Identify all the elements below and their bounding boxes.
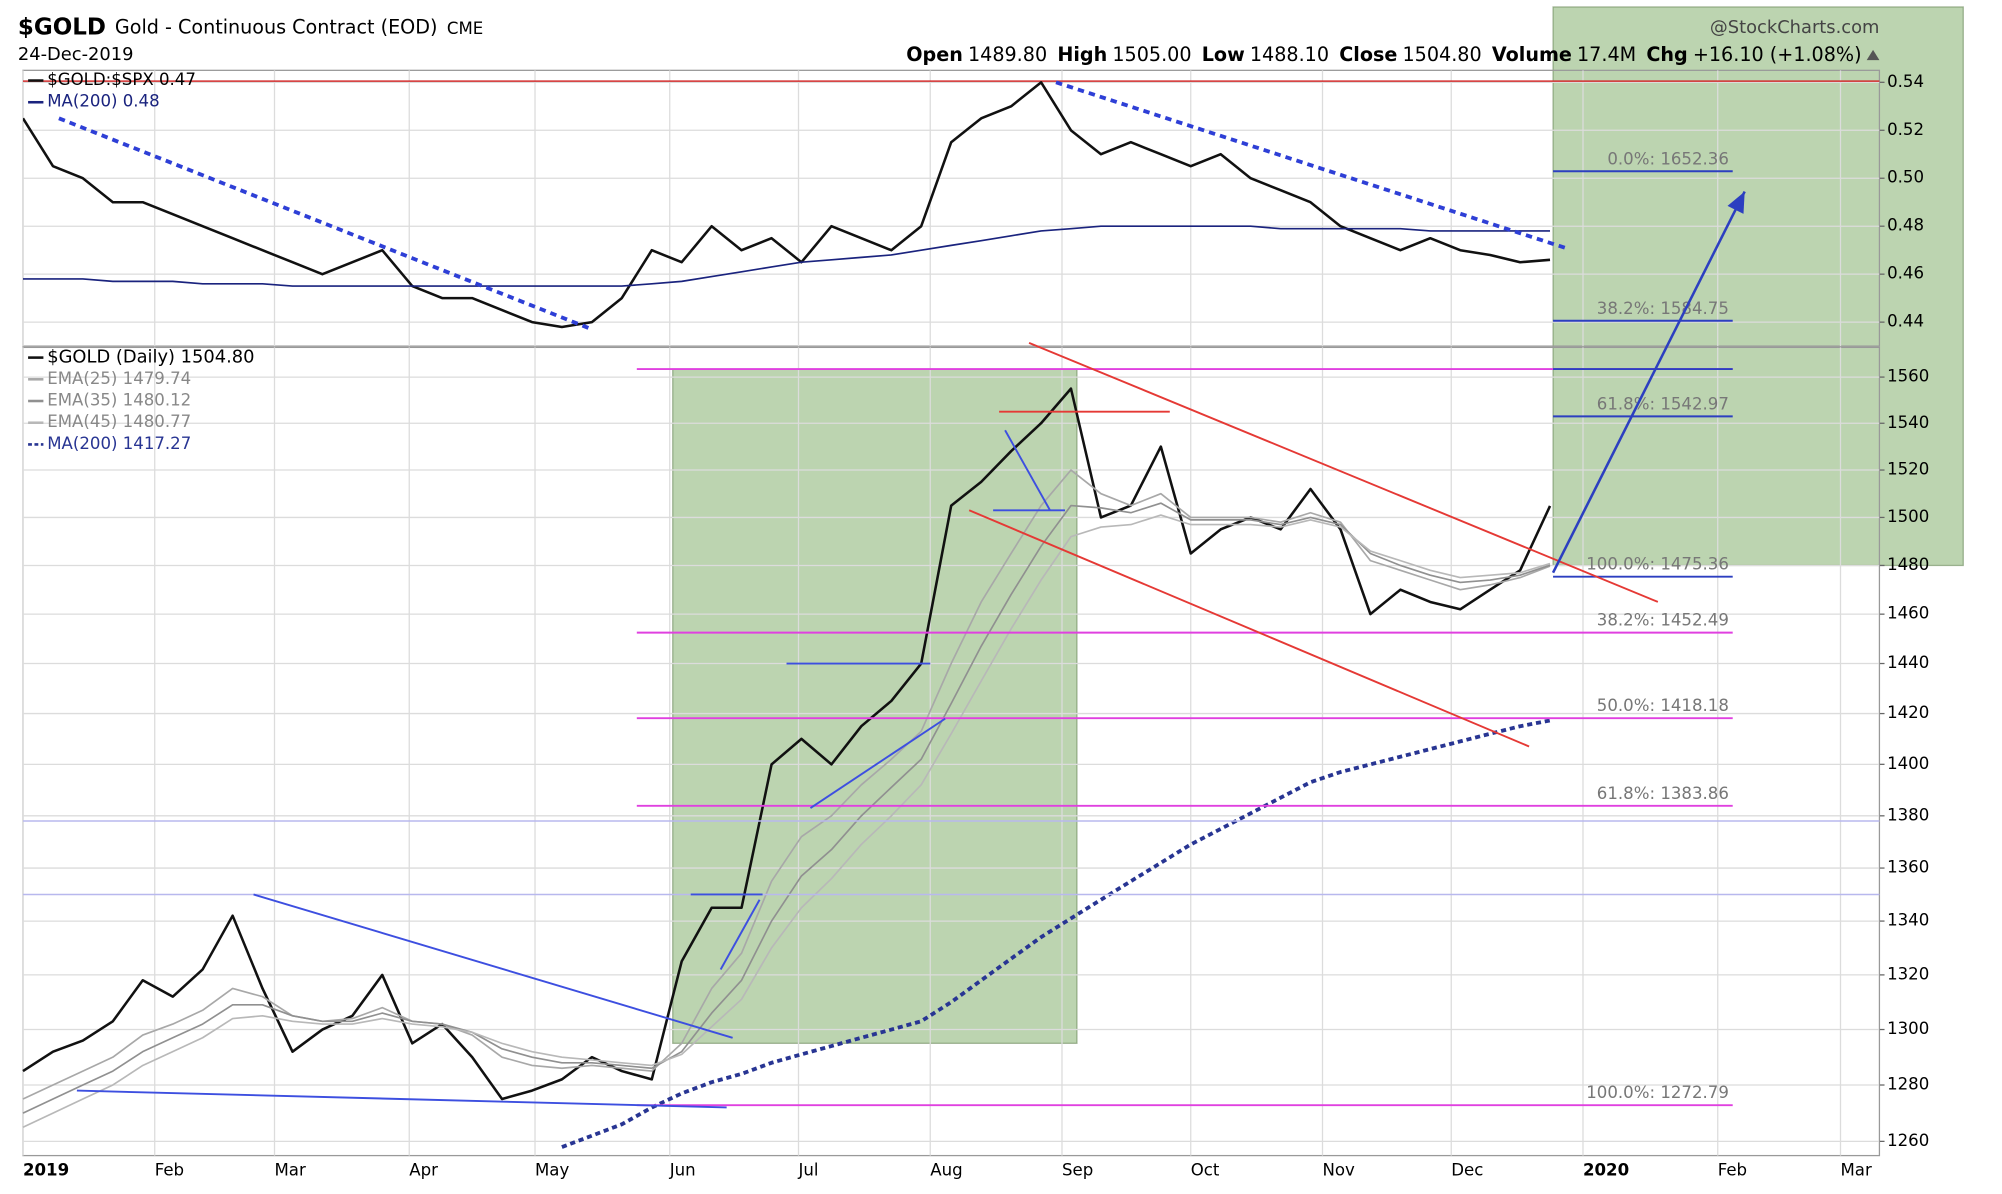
fib-label: 50.0%: 1418.18 — [1597, 696, 1729, 715]
legend-label: MA(200) 1417.27 — [47, 434, 191, 453]
x-tick-label: Feb — [1718, 1160, 1747, 1179]
quote: Open 1489.80 High 1505.00 Low 1488.10 Close 150… — [906, 43, 1861, 66]
x-tick-label: Mar — [275, 1160, 306, 1179]
legend-label: MA(200) 0.48 — [47, 92, 159, 111]
quote-label: Volume — [1492, 43, 1572, 66]
quote-label: Open — [906, 43, 963, 66]
trendline — [1028, 341, 1659, 603]
series-line — [561, 718, 1551, 1149]
x-tick-label: Aug — [930, 1160, 962, 1179]
trendline — [968, 509, 1530, 748]
y-tick-label: 0.50 — [1887, 168, 1924, 187]
x-tick-label: Oct — [1191, 1160, 1220, 1179]
y-tick-label: 1480 — [1887, 555, 1929, 574]
y-tick-label: 0.46 — [1887, 264, 1924, 283]
trendline — [76, 1089, 727, 1109]
y-tick-label: 1300 — [1887, 1019, 1929, 1038]
y-tick-label: 0.44 — [1887, 312, 1924, 331]
trendline — [1055, 80, 1566, 250]
y-tick-label: 0.54 — [1887, 72, 1924, 91]
y-tick-label: 1520 — [1887, 460, 1929, 479]
x-tick-label: Dec — [1451, 1160, 1483, 1179]
series-line — [22, 387, 1552, 1101]
series-line — [22, 81, 1551, 329]
fib-label: 100.0%: 1272.79 — [1586, 1083, 1729, 1102]
x-tick-label: Jun — [669, 1160, 696, 1179]
legend-label: EMA(35) 1480.12 — [47, 391, 191, 410]
x-tick-label: Nov — [1322, 1160, 1355, 1179]
y-tick-label: 1380 — [1887, 805, 1929, 824]
legend-label: EMA(45) 1480.77 — [47, 412, 191, 431]
trendline — [1004, 429, 1051, 511]
quote-label: Close — [1339, 43, 1397, 66]
quote-value: 1504.80 — [1403, 43, 1482, 66]
fib-label: 38.2%: 1584.75 — [1597, 299, 1729, 318]
series-line — [22, 469, 1551, 1100]
date: 24-Dec-2019 — [18, 44, 134, 65]
quote-value: +16.10 (+1.08%) — [1693, 43, 1862, 66]
trendline — [58, 116, 593, 332]
legend-label: $GOLD (Daily) 1504.80 — [47, 347, 254, 368]
trendline — [809, 717, 946, 809]
fib-label: 38.2%: 1452.49 — [1597, 611, 1729, 630]
y-tick-label: 0.48 — [1887, 216, 1924, 235]
trendline — [253, 893, 733, 1039]
x-tick-label: Apr — [409, 1160, 438, 1179]
y-tick-label: 1460 — [1887, 604, 1929, 623]
x-tick-label: 2019 — [23, 1160, 69, 1179]
symbol: $GOLD — [18, 15, 106, 41]
series-line — [22, 225, 1551, 287]
highlight-box — [672, 368, 1078, 1044]
y-tick-label: 1400 — [1887, 754, 1929, 773]
y-tick-label: 1280 — [1887, 1075, 1929, 1094]
legend-label: $GOLD:$SPX 0.47 — [47, 70, 196, 89]
y-tick-label: 1560 — [1887, 367, 1929, 386]
legend-label: EMA(25) 1479.74 — [47, 369, 191, 388]
y-tick-label: 1440 — [1887, 653, 1929, 672]
quote-label: Chg — [1646, 43, 1687, 66]
x-tick-label: Jul — [797, 1160, 818, 1179]
source: @StockCharts.com — [1710, 17, 1880, 38]
pane-0 — [22, 80, 1880, 329]
x-tick-label: Mar — [1841, 1160, 1872, 1179]
pane-1 — [22, 387, 1552, 1149]
quote-label: High — [1057, 43, 1107, 66]
fib-label: 61.8%: 1542.97 — [1597, 394, 1729, 413]
x-tick-label: Sep — [1062, 1160, 1093, 1179]
y-tick-label: 1420 — [1887, 703, 1929, 722]
fib-label: 100.0%: 1475.36 — [1586, 555, 1729, 574]
arrow-head — [1727, 191, 1745, 214]
y-tick-label: 1340 — [1887, 911, 1929, 930]
y-tick-label: 0.52 — [1887, 120, 1924, 139]
quote-value: 1489.80 — [968, 43, 1047, 66]
fib-label: 0.0%: 1652.36 — [1607, 149, 1729, 168]
chg-arrow — [1866, 49, 1880, 61]
quote-label: Low — [1202, 43, 1245, 66]
y-tick-label: 1360 — [1887, 858, 1929, 877]
y-tick-label: 1540 — [1887, 413, 1929, 432]
quote-value: 17.4M — [1577, 43, 1636, 66]
quote-value: 1505.00 — [1112, 43, 1191, 66]
exchange: CME — [447, 19, 483, 38]
highlight-box — [1552, 6, 1964, 567]
fib-label: 61.8%: 1383.86 — [1597, 784, 1729, 803]
instrument-name: Gold - Continuous Contract (EOD) — [115, 16, 438, 39]
trendline — [719, 899, 761, 970]
x-tick-label: 2020 — [1583, 1160, 1629, 1179]
x-tick-label: May — [535, 1160, 569, 1179]
y-tick-label: 1500 — [1887, 507, 1929, 526]
arrow-shaft — [1551, 191, 1746, 574]
x-tick-label: Feb — [155, 1160, 184, 1179]
series-line — [22, 502, 1551, 1114]
y-tick-label: 1320 — [1887, 964, 1929, 983]
quote-value: 1488.10 — [1250, 43, 1329, 66]
box-layer — [672, 6, 1964, 1044]
y-tick-label: 1260 — [1887, 1131, 1929, 1150]
series-line — [22, 514, 1551, 1128]
